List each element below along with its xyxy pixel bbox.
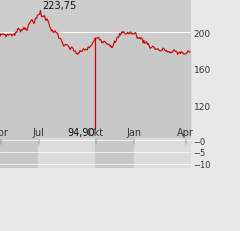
Text: Jan: Jan — [126, 127, 141, 137]
Text: |: | — [132, 138, 135, 144]
Bar — [133, 138, 191, 169]
Text: Jul: Jul — [32, 127, 44, 137]
Text: 94,90: 94,90 — [67, 127, 95, 137]
Text: |: | — [94, 138, 96, 144]
Bar — [38, 138, 96, 169]
Bar — [0, 138, 38, 169]
Text: |: | — [0, 138, 1, 144]
Text: |: | — [184, 138, 186, 144]
Bar — [96, 138, 133, 169]
Text: Okt: Okt — [87, 127, 104, 137]
Text: |: | — [37, 138, 39, 144]
Text: 223,75: 223,75 — [42, 0, 77, 11]
Text: Apr: Apr — [0, 127, 8, 137]
Text: Apr: Apr — [176, 127, 193, 137]
